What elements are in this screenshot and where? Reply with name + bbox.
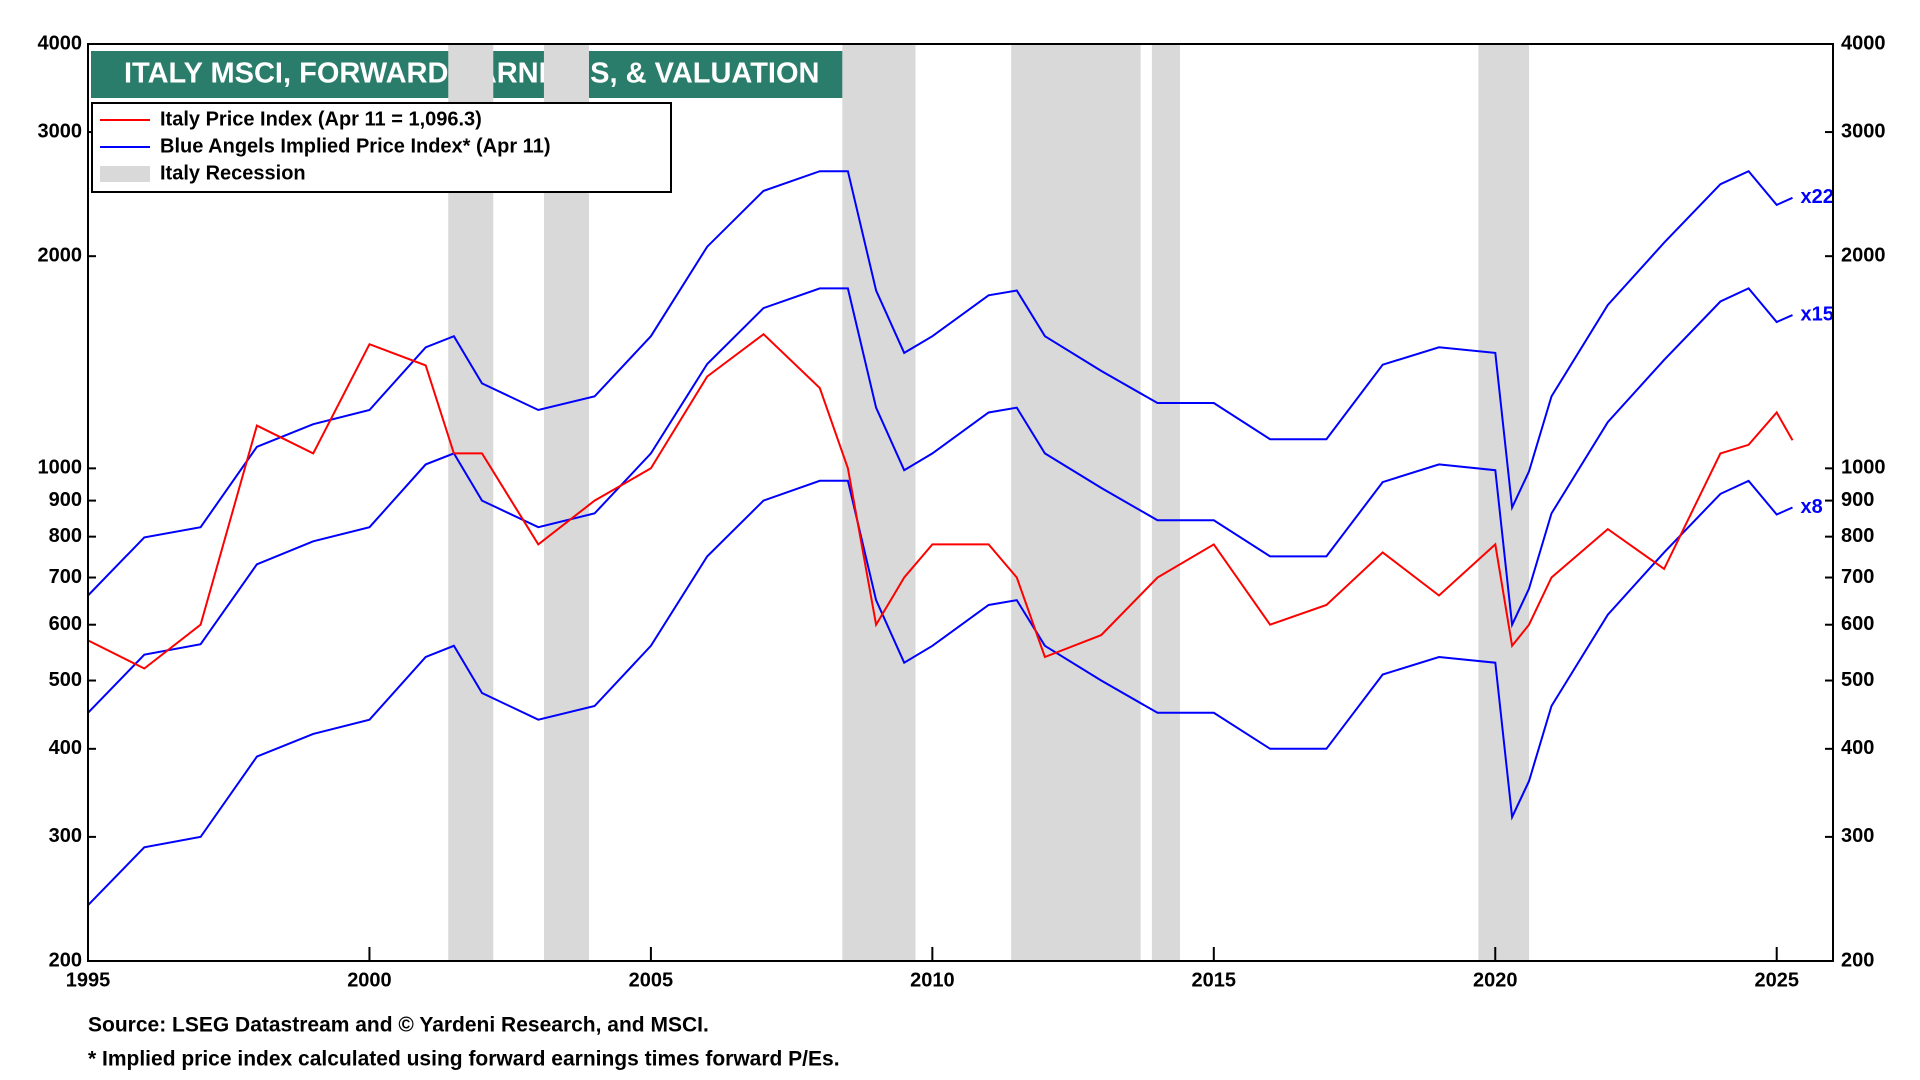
y2-tick-label: 600 <box>1841 613 1874 635</box>
y2-tick-label: 900 <box>1841 489 1874 511</box>
x-tick-label: 2015 <box>1192 969 1237 991</box>
legend-label: Italy Price Index (Apr 11 = 1,096.3) <box>160 108 482 130</box>
series-line <box>87 287 1793 714</box>
recession-band <box>1478 44 1530 961</box>
y2-tick-label: 700 <box>1841 566 1874 588</box>
legend-label: Blue Angels Implied Price Index* (Apr 11… <box>160 135 550 157</box>
recession-band <box>1151 44 1181 961</box>
y-tick-label: 4000 <box>38 32 83 54</box>
y2-tick-label: 500 <box>1841 669 1874 691</box>
y2-tick-label: 3000 <box>1841 120 1886 142</box>
x-tick-label: 1995 <box>66 969 111 991</box>
x-tick-label: 2005 <box>629 969 674 991</box>
y2-tick-label: 400 <box>1841 737 1874 759</box>
y-tick-label: 2000 <box>38 244 83 266</box>
series-line <box>87 169 1793 597</box>
series-line <box>87 332 1794 670</box>
series-end-label: x8 <box>1800 496 1822 518</box>
legend-swatch <box>100 166 150 182</box>
legend-label: Italy Recession <box>160 162 306 184</box>
y2-tick-label: 4000 <box>1841 32 1886 54</box>
plot-frame <box>87 43 1834 962</box>
y-tick-label: 500 <box>49 669 82 691</box>
y2-tick-label: 2000 <box>1841 244 1886 266</box>
y-tick-label: 400 <box>49 737 82 759</box>
y-tick-label: 800 <box>49 525 82 547</box>
y2-tick-label: 300 <box>1841 825 1874 847</box>
y-tick-label: 700 <box>49 566 82 588</box>
footnote: * Implied price index calculated using f… <box>88 1048 840 1071</box>
y2-tick-label: 200 <box>1841 949 1874 971</box>
y2-tick-label: 1000 <box>1841 457 1886 479</box>
x-tick-label: 2020 <box>1473 969 1518 991</box>
series-end-label: x15 <box>1800 303 1833 325</box>
y-tick-label: 3000 <box>38 120 83 142</box>
x-tick-label: 2010 <box>910 969 955 991</box>
source-note: Source: LSEG Datastream and © Yardeni Re… <box>88 1014 709 1037</box>
title-box <box>91 51 903 98</box>
y-tick-label: 300 <box>49 825 82 847</box>
y-tick-label: 1000 <box>38 457 83 479</box>
y-tick-label: 200 <box>49 949 82 971</box>
y-tick-label: 900 <box>49 489 82 511</box>
legend: Italy Price Index (Apr 11 = 1,096.3) Blue… <box>91 102 672 193</box>
legend-box <box>91 102 672 193</box>
y-tick-label: 600 <box>49 613 82 635</box>
recession-band <box>1011 44 1141 961</box>
y2-tick-label: 800 <box>1841 525 1874 547</box>
recession-band <box>543 44 589 961</box>
x-tick-label: 2000 <box>347 969 392 991</box>
series-end-label: x22 <box>1800 186 1833 208</box>
x-tick-label: 2025 <box>1754 969 1799 991</box>
series-line <box>87 479 1793 906</box>
